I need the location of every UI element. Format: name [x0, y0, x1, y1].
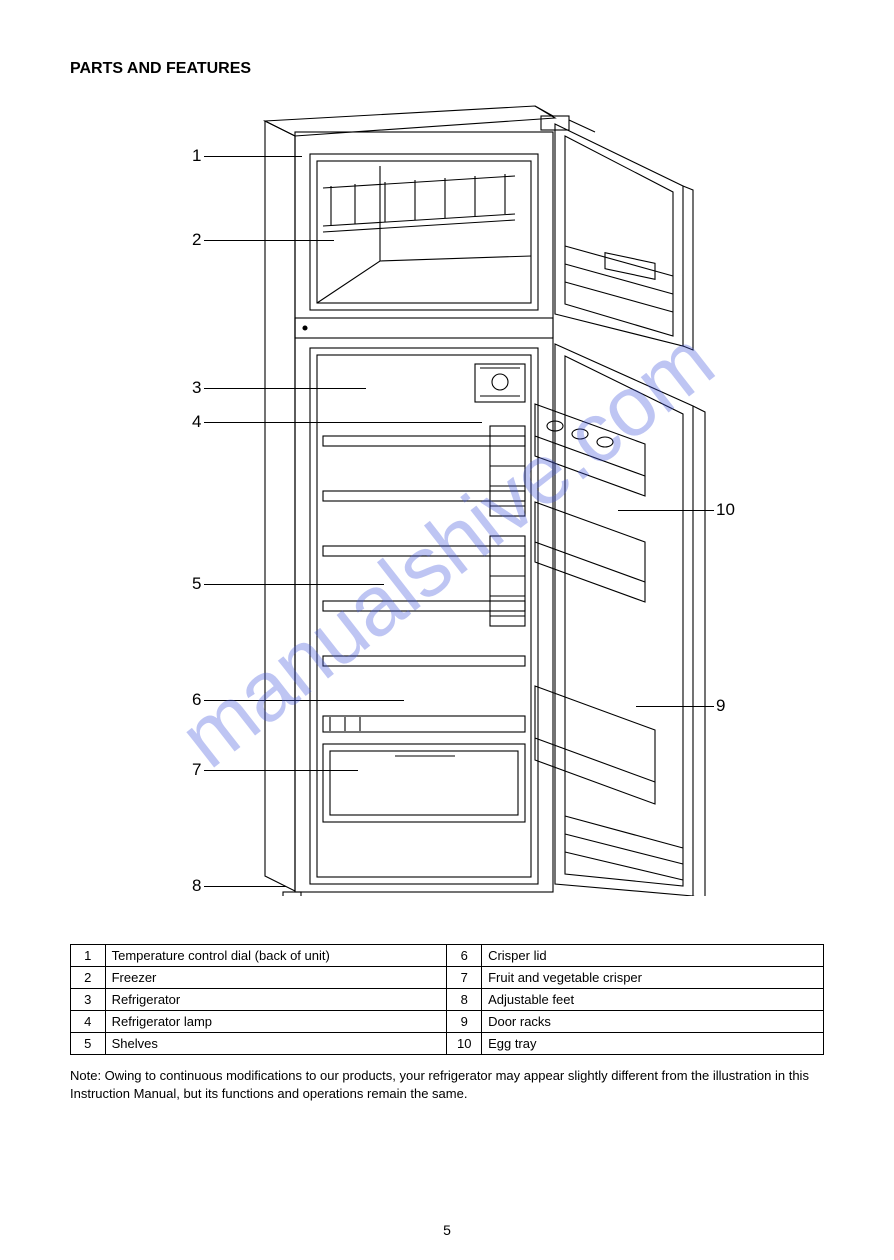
callout-8: 8	[192, 876, 201, 896]
callout-6: 6	[192, 690, 201, 710]
part-desc: Egg tray	[482, 1033, 824, 1055]
part-number: 2	[71, 967, 106, 989]
part-desc: Shelves	[105, 1033, 447, 1055]
part-desc: Refrigerator lamp	[105, 1011, 447, 1033]
fridge-diagram	[235, 96, 725, 896]
callout-9: 9	[716, 696, 725, 716]
part-desc: Fruit and vegetable crisper	[482, 967, 824, 989]
callout-line	[204, 156, 302, 157]
callout-line	[204, 770, 358, 771]
callout-line	[618, 510, 714, 511]
section-title: PARTS AND FEATURES	[70, 60, 824, 78]
callout-line	[636, 706, 714, 707]
callout-5: 5	[192, 574, 201, 594]
part-desc: Temperature control dial (back of unit)	[105, 945, 447, 967]
diagram-area: 1 2 3 4 5 6 7 8 9 10 manualshive.com	[70, 96, 824, 916]
part-desc: Adjustable feet	[482, 989, 824, 1011]
callout-line	[204, 700, 404, 701]
page-number: 5	[443, 1222, 451, 1238]
parts-table: 1 Temperature control dial (back of unit…	[70, 944, 824, 1055]
part-number: 5	[71, 1033, 106, 1055]
part-number: 1	[71, 945, 106, 967]
table-row: 3 Refrigerator 8 Adjustable feet	[71, 989, 824, 1011]
table-row: 4 Refrigerator lamp 9 Door racks	[71, 1011, 824, 1033]
part-number: 10	[447, 1033, 482, 1055]
table-row: 5 Shelves 10 Egg tray	[71, 1033, 824, 1055]
part-number: 8	[447, 989, 482, 1011]
part-desc: Door racks	[482, 1011, 824, 1033]
callout-line	[204, 886, 286, 887]
callout-10: 10	[716, 500, 735, 520]
table-row: 1 Temperature control dial (back of unit…	[71, 945, 824, 967]
part-desc: Refrigerator	[105, 989, 447, 1011]
callout-3: 3	[192, 378, 201, 398]
callout-line	[204, 240, 334, 241]
part-desc: Freezer	[105, 967, 447, 989]
callout-line	[204, 422, 482, 423]
part-number: 4	[71, 1011, 106, 1033]
part-number: 3	[71, 989, 106, 1011]
part-desc: Crisper lid	[482, 945, 824, 967]
callout-2: 2	[192, 230, 201, 250]
callout-4: 4	[192, 412, 201, 432]
table-row: 2 Freezer 7 Fruit and vegetable crisper	[71, 967, 824, 989]
part-number: 7	[447, 967, 482, 989]
callout-line	[204, 388, 366, 389]
part-number: 6	[447, 945, 482, 967]
note-text: Note: Owing to continuous modifications …	[70, 1067, 824, 1102]
callout-1: 1	[192, 146, 201, 166]
part-number: 9	[447, 1011, 482, 1033]
callout-line	[204, 584, 384, 585]
callout-7: 7	[192, 760, 201, 780]
